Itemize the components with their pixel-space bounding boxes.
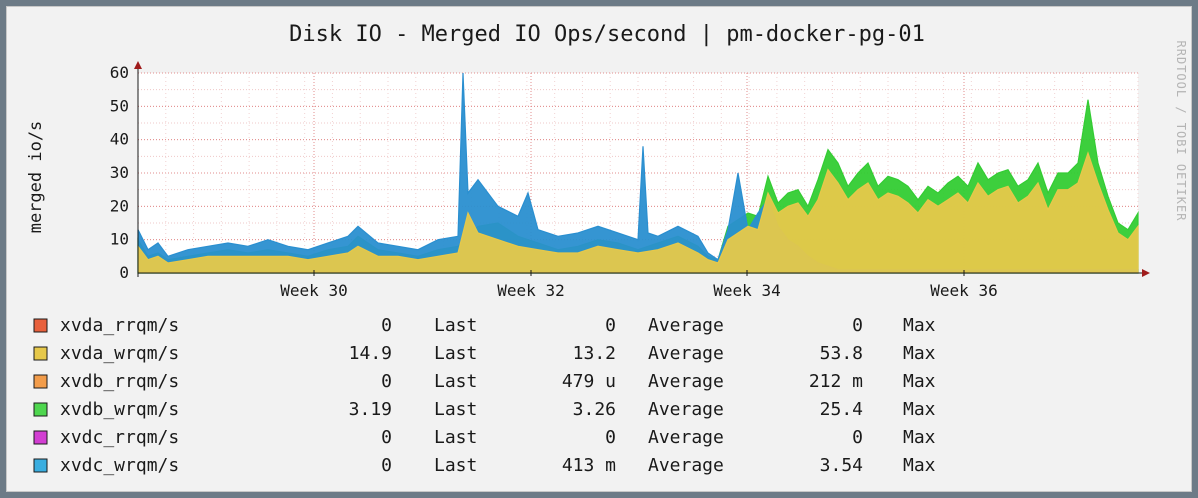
series-layer bbox=[137, 72, 1139, 274]
legend-last-value: 0 bbox=[381, 427, 392, 448]
legend-swatch bbox=[33, 374, 48, 389]
x-tick-label: Week 34 bbox=[713, 281, 780, 300]
legend-max-value: 0 bbox=[852, 427, 863, 448]
legend-series-name: xvdc_rrqm/s bbox=[60, 427, 179, 448]
legend-last-label: Last bbox=[434, 455, 477, 476]
legend-max-label: Max bbox=[903, 455, 936, 476]
legend-last-value: 0 bbox=[381, 315, 392, 336]
legend-last-label: Last bbox=[434, 427, 477, 448]
legend-average-label: Average bbox=[648, 371, 724, 392]
rrdtool-watermark: RRDTOOL / TOBI OETIKER bbox=[1174, 41, 1188, 222]
legend-average-value: 0 bbox=[605, 427, 616, 448]
legend-last-value: 3.19 bbox=[349, 399, 392, 420]
legend-average-value: 13.2 bbox=[573, 343, 616, 364]
legend-max-value: 3.54 bbox=[820, 455, 863, 476]
legend-max-label: Max bbox=[903, 343, 936, 364]
y-tick-label: 40 bbox=[110, 130, 129, 149]
legend-average-label: Average bbox=[648, 399, 724, 420]
y-tick-label: 0 bbox=[119, 263, 129, 282]
legend-series-name: xvdb_rrqm/s bbox=[60, 371, 179, 392]
legend-last-value: 0 bbox=[381, 371, 392, 392]
y-tick-label: 60 bbox=[110, 63, 129, 82]
legend-average-label: Average bbox=[648, 427, 724, 448]
legend-last-value: 14.9 bbox=[349, 343, 392, 364]
rrd-graph-frame: Disk IO - Merged IO Ops/second | pm-dock… bbox=[6, 6, 1192, 492]
legend-max-value: 0 bbox=[852, 315, 863, 336]
legend-swatch bbox=[33, 402, 48, 417]
legend-series-name: xvda_rrqm/s bbox=[60, 315, 179, 336]
legend-average-value: 0 bbox=[605, 315, 616, 336]
series-area-xvda-wrqm-s bbox=[137, 151, 1139, 274]
y-axis-arrow bbox=[134, 61, 142, 69]
y-tick-label: 50 bbox=[110, 96, 129, 115]
legend-last-label: Last bbox=[434, 371, 477, 392]
legend-average-value: 3.26 bbox=[573, 399, 616, 420]
legend-max-value: 25.4 bbox=[820, 399, 863, 420]
legend-max-label: Max bbox=[903, 399, 936, 420]
legend-max-label: Max bbox=[903, 371, 936, 392]
legend-last-label: Last bbox=[434, 315, 477, 336]
chart-svg: Disk IO - Merged IO Ops/second | pm-dock… bbox=[26, 22, 1188, 476]
x-tick-label: Week 30 bbox=[280, 281, 347, 300]
legend-average-label: Average bbox=[648, 315, 724, 336]
axis-layer: 0 10 20 30 40 50 60 Week 30 Week 32 Week 34 Week 3… bbox=[110, 61, 1150, 300]
legend-swatch bbox=[33, 430, 48, 445]
legend-series-name: xvda_wrqm/s bbox=[60, 343, 179, 364]
y-axis-label: merged io/s bbox=[26, 121, 46, 234]
chart-title: Disk IO - Merged IO Ops/second | pm-dock… bbox=[289, 22, 925, 47]
legend-max-value: 212 m bbox=[809, 371, 863, 392]
x-tick-label: Week 32 bbox=[497, 281, 564, 300]
legend: xvda_rrqm/s 0 Last 0 Average 0 Max xvda_wrqm/s 1… bbox=[33, 315, 936, 476]
legend-max-value: 53.8 bbox=[820, 343, 863, 364]
legend-average-label: Average bbox=[648, 343, 724, 364]
y-tick-label: 30 bbox=[110, 163, 129, 182]
y-tick-label: 20 bbox=[110, 196, 129, 215]
legend-last-label: Last bbox=[434, 399, 477, 420]
x-axis-arrow bbox=[1142, 269, 1150, 277]
legend-average-value: 413 m bbox=[562, 455, 616, 476]
legend-swatch bbox=[33, 458, 48, 473]
legend-last-label: Last bbox=[434, 343, 477, 364]
x-tick-label: Week 36 bbox=[930, 281, 997, 300]
legend-average-value: 479 u bbox=[562, 371, 616, 392]
legend-average-label: Average bbox=[648, 455, 724, 476]
legend-last-value: 0 bbox=[381, 455, 392, 476]
legend-series-name: xvdc_wrqm/s bbox=[60, 455, 179, 476]
y-tick-label: 10 bbox=[110, 230, 129, 249]
legend-max-label: Max bbox=[903, 315, 936, 336]
legend-swatch bbox=[33, 318, 48, 333]
legend-max-label: Max bbox=[903, 427, 936, 448]
legend-swatch bbox=[33, 346, 48, 361]
legend-series-name: xvdb_wrqm/s bbox=[60, 399, 179, 420]
